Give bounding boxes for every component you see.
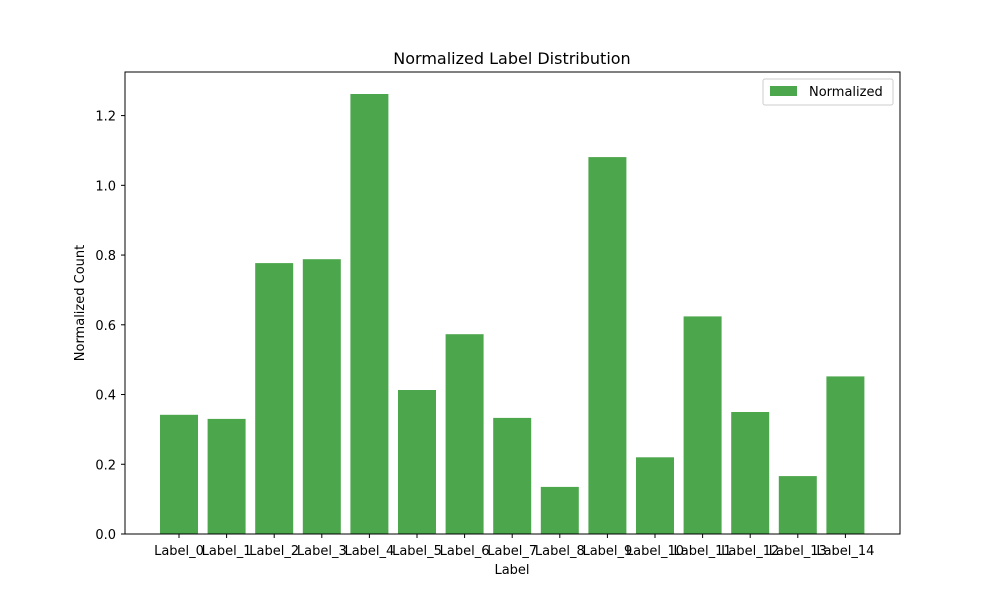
bar-Label_1 xyxy=(207,418,246,534)
y-tick-label: 1.0 xyxy=(95,179,116,194)
y-tick-label: 0.4 xyxy=(95,389,116,404)
legend-box xyxy=(762,78,894,106)
x-tick-label: Label_9 xyxy=(582,544,632,559)
bars xyxy=(160,94,865,534)
x-tick-label: Label_14 xyxy=(816,544,874,559)
bar-Label_10 xyxy=(636,457,674,534)
bar-Label_5 xyxy=(398,390,436,534)
bar-Label_14 xyxy=(826,376,865,534)
legend: Normalized xyxy=(762,78,894,106)
x-tick-label: Label_13 xyxy=(769,544,827,559)
x-tick-label: Label_5 xyxy=(392,544,442,559)
legend-swatch xyxy=(770,86,797,96)
x-tick-label: Label_0 xyxy=(154,544,204,559)
x-tick-label: Label_11 xyxy=(674,544,732,559)
x-tick-label: Label_7 xyxy=(487,544,537,559)
y-tick-label: 1.2 xyxy=(95,110,116,125)
bar-Label_8 xyxy=(540,486,579,534)
legend-label: Normalized xyxy=(809,85,883,100)
y-tick-label: 0.0 xyxy=(95,528,116,543)
x-tick-label: Label_8 xyxy=(535,544,585,559)
bar-Label_11 xyxy=(683,316,722,534)
bar-Label_13 xyxy=(778,476,817,534)
y-axis-title: Normalized Count xyxy=(73,245,88,361)
x-tick-label: Label_2 xyxy=(249,544,299,559)
x-tick-label: Label_6 xyxy=(440,544,490,559)
x-tick-label: Label_3 xyxy=(297,544,347,559)
bar-Label_4 xyxy=(350,94,389,534)
x-axis-title: Label xyxy=(494,563,529,578)
bar-Label_3 xyxy=(302,259,341,534)
bar-Label_12 xyxy=(731,412,770,534)
bar-Label_6 xyxy=(445,334,484,534)
bar-Label_9 xyxy=(588,157,627,534)
y-tick-label: 0.8 xyxy=(95,249,116,264)
x-tick-label: Label_4 xyxy=(344,544,394,559)
bar-Label_0 xyxy=(160,414,198,534)
y-tick-label: 0.2 xyxy=(95,458,116,473)
y-tick-label: 0.6 xyxy=(95,319,116,334)
x-axis: Label_0Label_1Label_2Label_3Label_4Label… xyxy=(154,534,874,559)
bar-Label_7 xyxy=(493,417,532,534)
x-tick-label: Label_12 xyxy=(721,544,779,559)
y-axis: 0.0 0.2 0.4 0.6 0.8 1.0 1.2 xyxy=(95,110,125,543)
x-tick-label: Label_1 xyxy=(202,544,252,559)
x-tick-label: Label_10 xyxy=(626,544,684,559)
chart-title: Normalized Label Distribution xyxy=(393,49,630,68)
bar-Label_2 xyxy=(255,263,294,534)
